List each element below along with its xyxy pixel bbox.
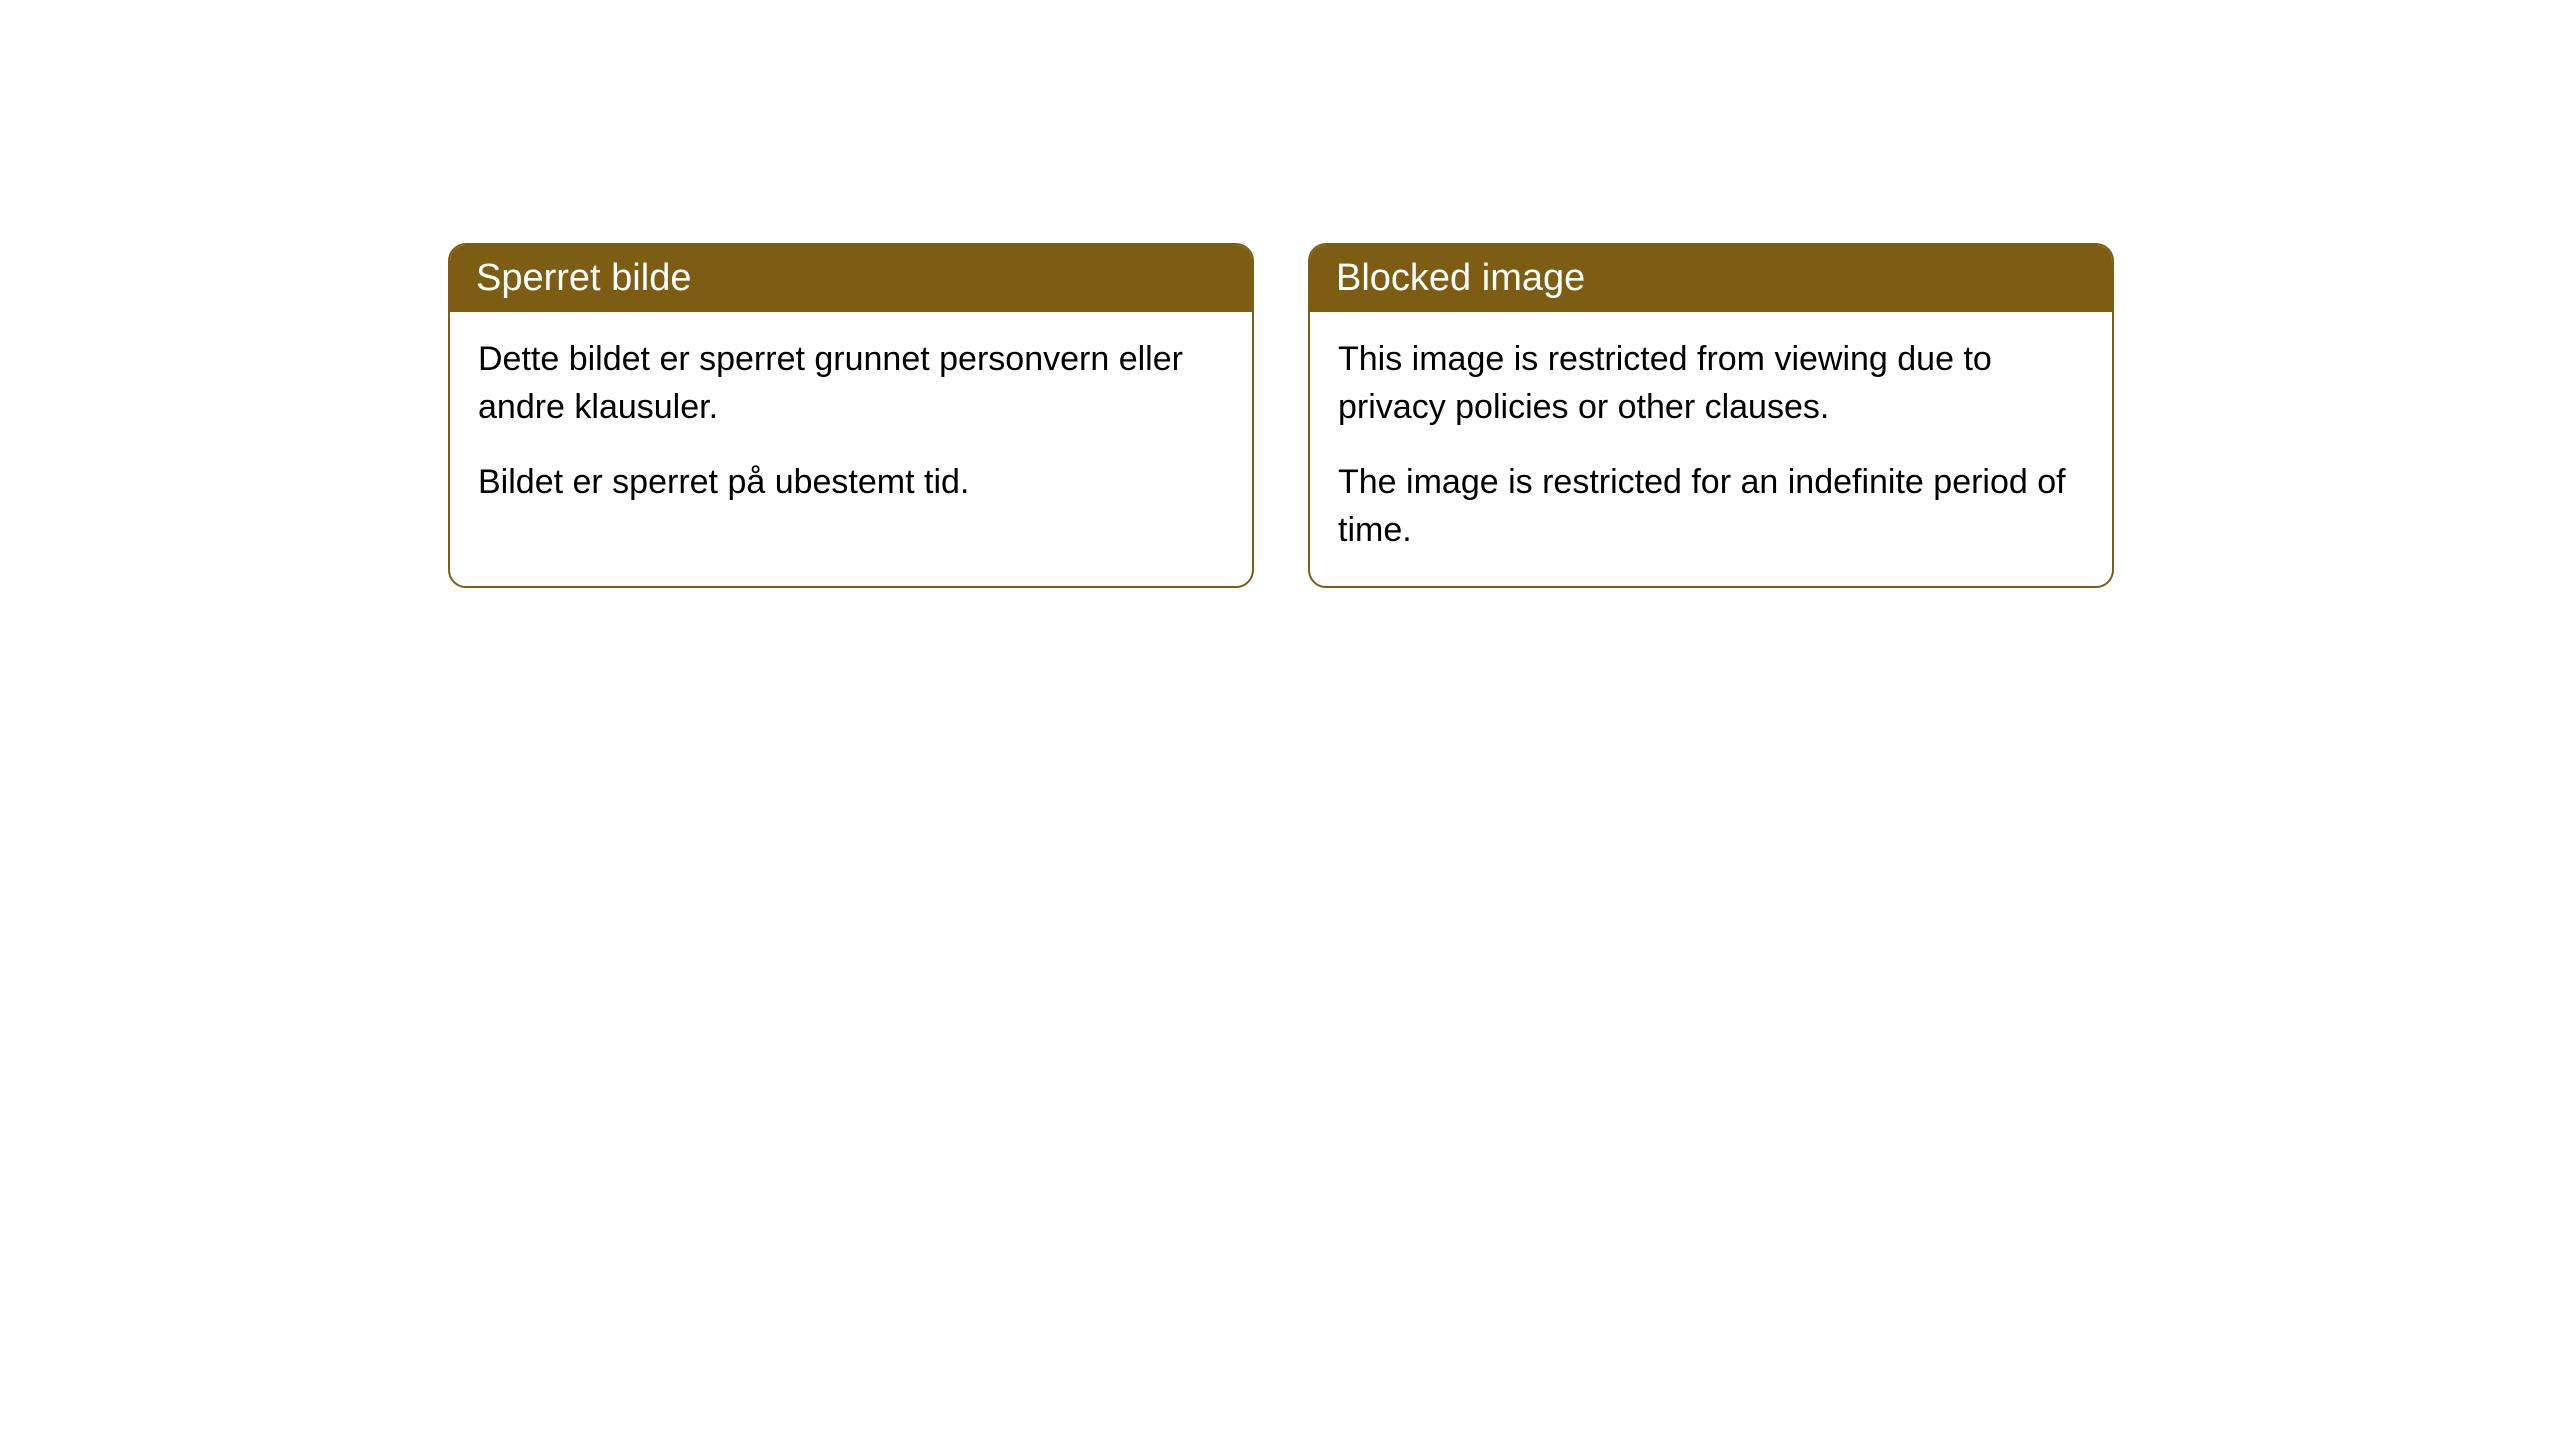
card-paragraph-2: Bildet er sperret på ubestemt tid. xyxy=(478,459,1224,507)
card-paragraph-1: Dette bildet er sperret grunnet personve… xyxy=(478,336,1224,431)
card-paragraph-1: This image is restricted from viewing du… xyxy=(1338,336,2084,431)
card-body: Dette bildet er sperret grunnet personve… xyxy=(450,312,1252,539)
card-paragraph-2: The image is restricted for an indefinit… xyxy=(1338,459,2084,554)
notice-container: Sperret bilde Dette bildet er sperret gr… xyxy=(0,0,2560,588)
card-header: Sperret bilde xyxy=(450,245,1252,312)
blocked-image-card-english: Blocked image This image is restricted f… xyxy=(1308,243,2114,588)
card-title: Blocked image xyxy=(1336,257,1585,299)
card-body: This image is restricted from viewing du… xyxy=(1310,312,2112,586)
card-header: Blocked image xyxy=(1310,245,2112,312)
card-title: Sperret bilde xyxy=(476,257,691,299)
blocked-image-card-norwegian: Sperret bilde Dette bildet er sperret gr… xyxy=(448,243,1254,588)
